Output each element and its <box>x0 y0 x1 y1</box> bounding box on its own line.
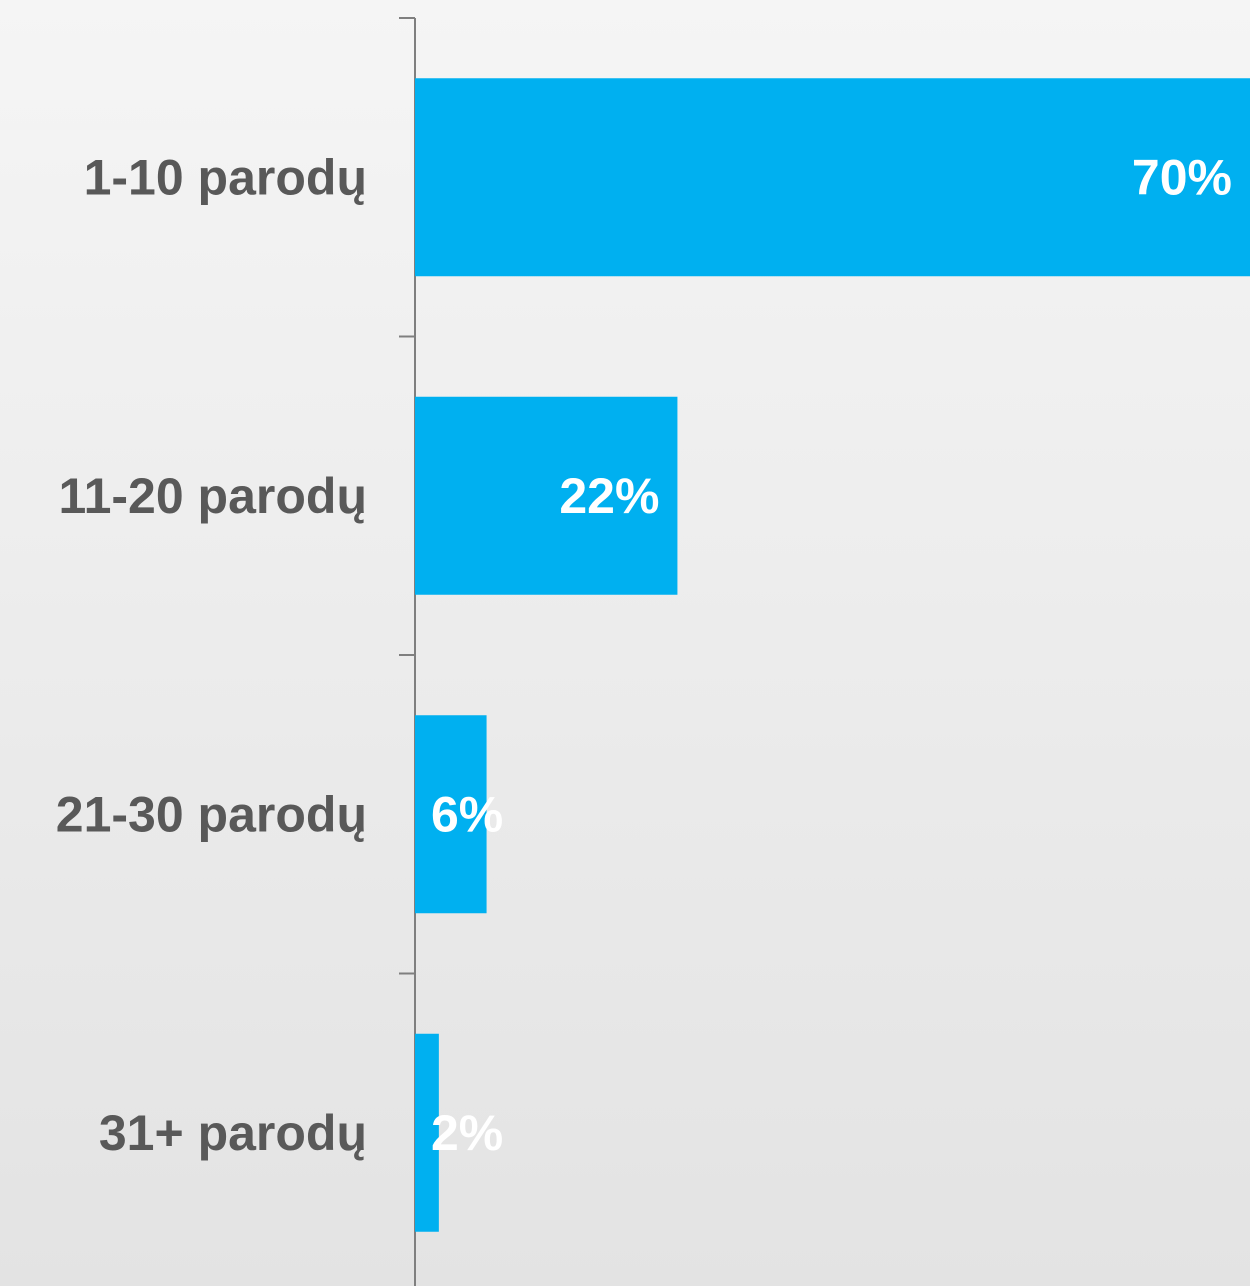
value-label-3: 6% <box>431 786 503 842</box>
category-label-3: 21-30 parodų <box>56 786 367 842</box>
category-label-1: 1-10 parodų <box>84 149 367 205</box>
category-labels: 1-10 parodų 11-20 parodų 21-30 parodų 31+ p… <box>56 149 367 1161</box>
category-label-2: 11-20 parodų <box>59 468 367 524</box>
value-label-1: 70% <box>1132 149 1232 205</box>
category-label-4: 31+ parodų <box>99 1105 367 1161</box>
value-label-2: 22% <box>559 468 659 524</box>
bar-1 <box>415 78 1250 277</box>
value-label-4: 2% <box>431 1105 503 1161</box>
value-labels: 70% 22% 6% 2% <box>431 149 1232 1161</box>
bar-2 <box>415 396 678 595</box>
bars <box>415 78 1250 1232</box>
category-axis <box>399 17 416 1286</box>
bar-3 <box>415 715 487 914</box>
bar-4 <box>415 1033 439 1232</box>
